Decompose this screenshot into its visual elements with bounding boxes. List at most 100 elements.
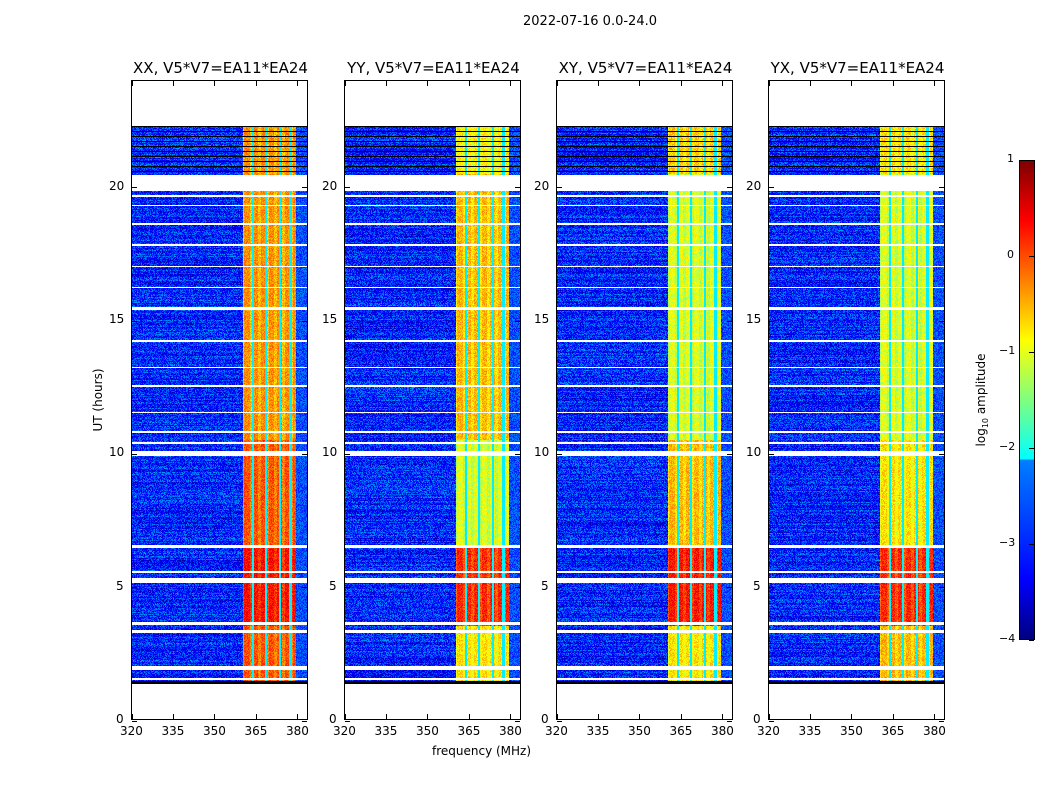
x-tick-top bbox=[722, 81, 724, 86]
y-tick bbox=[557, 453, 562, 455]
x-tick-label: 320 bbox=[757, 724, 780, 738]
x-tick bbox=[556, 714, 558, 719]
y-tick-right bbox=[939, 720, 944, 722]
x-tick-top bbox=[214, 81, 216, 86]
y-tick-label: 15 bbox=[746, 312, 762, 326]
y-tick-label: 20 bbox=[322, 178, 338, 193]
x-tick-label: 365 bbox=[669, 724, 693, 738]
colorbar-label-sub: 10 bbox=[981, 417, 991, 429]
x-tick-top bbox=[255, 81, 257, 86]
x-tick bbox=[255, 714, 257, 719]
spectrogram-panel: XY, V5*V7=EA11*EA24 bbox=[556, 59, 733, 722]
y-tick-right bbox=[302, 320, 307, 322]
x-tick bbox=[468, 714, 470, 719]
x-tick bbox=[851, 714, 853, 719]
colorbar-tick-label: −3 bbox=[999, 536, 1016, 549]
x-tick-top bbox=[768, 81, 770, 86]
x-tick bbox=[510, 714, 512, 719]
x-tick-label: 335 bbox=[586, 724, 610, 738]
heatmap-canvas bbox=[132, 81, 307, 719]
y-tick-right bbox=[302, 187, 307, 189]
x-tick bbox=[214, 714, 216, 719]
x-tick-label: 335 bbox=[161, 724, 185, 738]
x-tick-label: 350 bbox=[202, 724, 226, 738]
x-tick-top bbox=[427, 81, 429, 86]
x-tick-top bbox=[468, 81, 470, 86]
y-tick bbox=[132, 320, 137, 322]
x-tick-label: 320 bbox=[545, 724, 568, 738]
y-tick-right bbox=[302, 587, 307, 589]
colorbar-tick bbox=[1029, 255, 1034, 257]
y-tick-right bbox=[727, 453, 732, 455]
x-tick-top bbox=[385, 81, 387, 86]
y-axis-label: UT (hours) bbox=[91, 368, 105, 432]
y-tick bbox=[132, 453, 137, 455]
y-tick-right bbox=[727, 187, 732, 189]
y-tick-label: 10 bbox=[746, 445, 762, 460]
y-tick-label: 0 bbox=[541, 712, 549, 726]
x-tick-top bbox=[556, 81, 558, 86]
y-tick-right bbox=[515, 187, 520, 189]
figure-title: 2022-07-16 0.0-24.0 bbox=[523, 14, 657, 29]
colorbar-tick bbox=[1029, 447, 1034, 449]
y-tick-label: 0 bbox=[753, 712, 761, 726]
colorbar-label: log10 amplitude bbox=[974, 354, 990, 447]
y-tick-right bbox=[939, 453, 944, 455]
y-tick-right bbox=[515, 587, 520, 589]
x-tick-top bbox=[851, 81, 853, 86]
y-tick bbox=[345, 720, 350, 722]
y-tick bbox=[345, 587, 350, 589]
y-tick bbox=[769, 187, 774, 189]
x-tick-top bbox=[639, 81, 641, 86]
colorbar-tick bbox=[1029, 543, 1034, 545]
x-tick bbox=[892, 714, 894, 719]
y-tick-right bbox=[939, 320, 944, 322]
colorbar-tick-label: −4 bbox=[999, 632, 1016, 645]
colorbar-tick-label: −1 bbox=[999, 344, 1016, 357]
y-tick-label: 5 bbox=[329, 578, 337, 593]
y-tick-label: 15 bbox=[322, 312, 338, 326]
panel-title: XX, V5*V7=EA11*EA24 bbox=[133, 59, 308, 77]
y-tick-right bbox=[939, 587, 944, 589]
x-tick-label: 350 bbox=[415, 724, 439, 738]
panel-title: YX, V5*V7=EA11*EA24 bbox=[770, 59, 945, 77]
y-tick bbox=[345, 187, 350, 189]
heatmap-canvas bbox=[769, 81, 944, 719]
x-tick bbox=[597, 714, 599, 719]
y-tick-label: 20 bbox=[109, 178, 125, 193]
y-tick bbox=[557, 320, 562, 322]
x-tick bbox=[722, 714, 724, 719]
y-tick-right bbox=[939, 187, 944, 189]
y-tick bbox=[132, 720, 137, 722]
y-tick-label: 10 bbox=[322, 445, 338, 460]
x-tick bbox=[297, 714, 299, 719]
spectrogram-panel: YY, V5*V7=EA11*EA24 bbox=[344, 59, 521, 722]
x-tick bbox=[680, 714, 682, 719]
x-axis-label: frequency (MHz) bbox=[432, 744, 532, 758]
x-tick-label: 380 bbox=[710, 724, 734, 738]
y-tick-label: 5 bbox=[753, 578, 761, 593]
x-tick-top bbox=[172, 81, 174, 86]
x-tick-top bbox=[680, 81, 682, 86]
x-tick-top bbox=[597, 81, 599, 86]
x-tick-label: 320 bbox=[333, 724, 356, 738]
x-tick bbox=[427, 714, 429, 719]
y-tick-label: 10 bbox=[109, 445, 125, 460]
x-tick-top bbox=[344, 81, 346, 86]
y-tick-right bbox=[515, 720, 520, 722]
x-tick bbox=[768, 714, 770, 719]
x-tick-label: 320 bbox=[120, 724, 143, 738]
y-tick-right bbox=[302, 720, 307, 722]
colorbar-tick bbox=[1029, 159, 1034, 161]
y-tick-right bbox=[727, 587, 732, 589]
y-tick-label: 15 bbox=[534, 312, 550, 326]
y-tick-right bbox=[515, 320, 520, 322]
y-tick-label: 0 bbox=[329, 712, 337, 726]
panel-title: YY, V5*V7=EA11*EA24 bbox=[347, 59, 520, 77]
x-tick-label: 335 bbox=[374, 724, 398, 738]
colorbar-tick-label: 0 bbox=[1007, 248, 1014, 261]
y-tick bbox=[557, 587, 562, 589]
x-tick-label: 380 bbox=[498, 724, 522, 738]
y-tick bbox=[345, 320, 350, 322]
x-tick-label: 365 bbox=[244, 724, 268, 738]
